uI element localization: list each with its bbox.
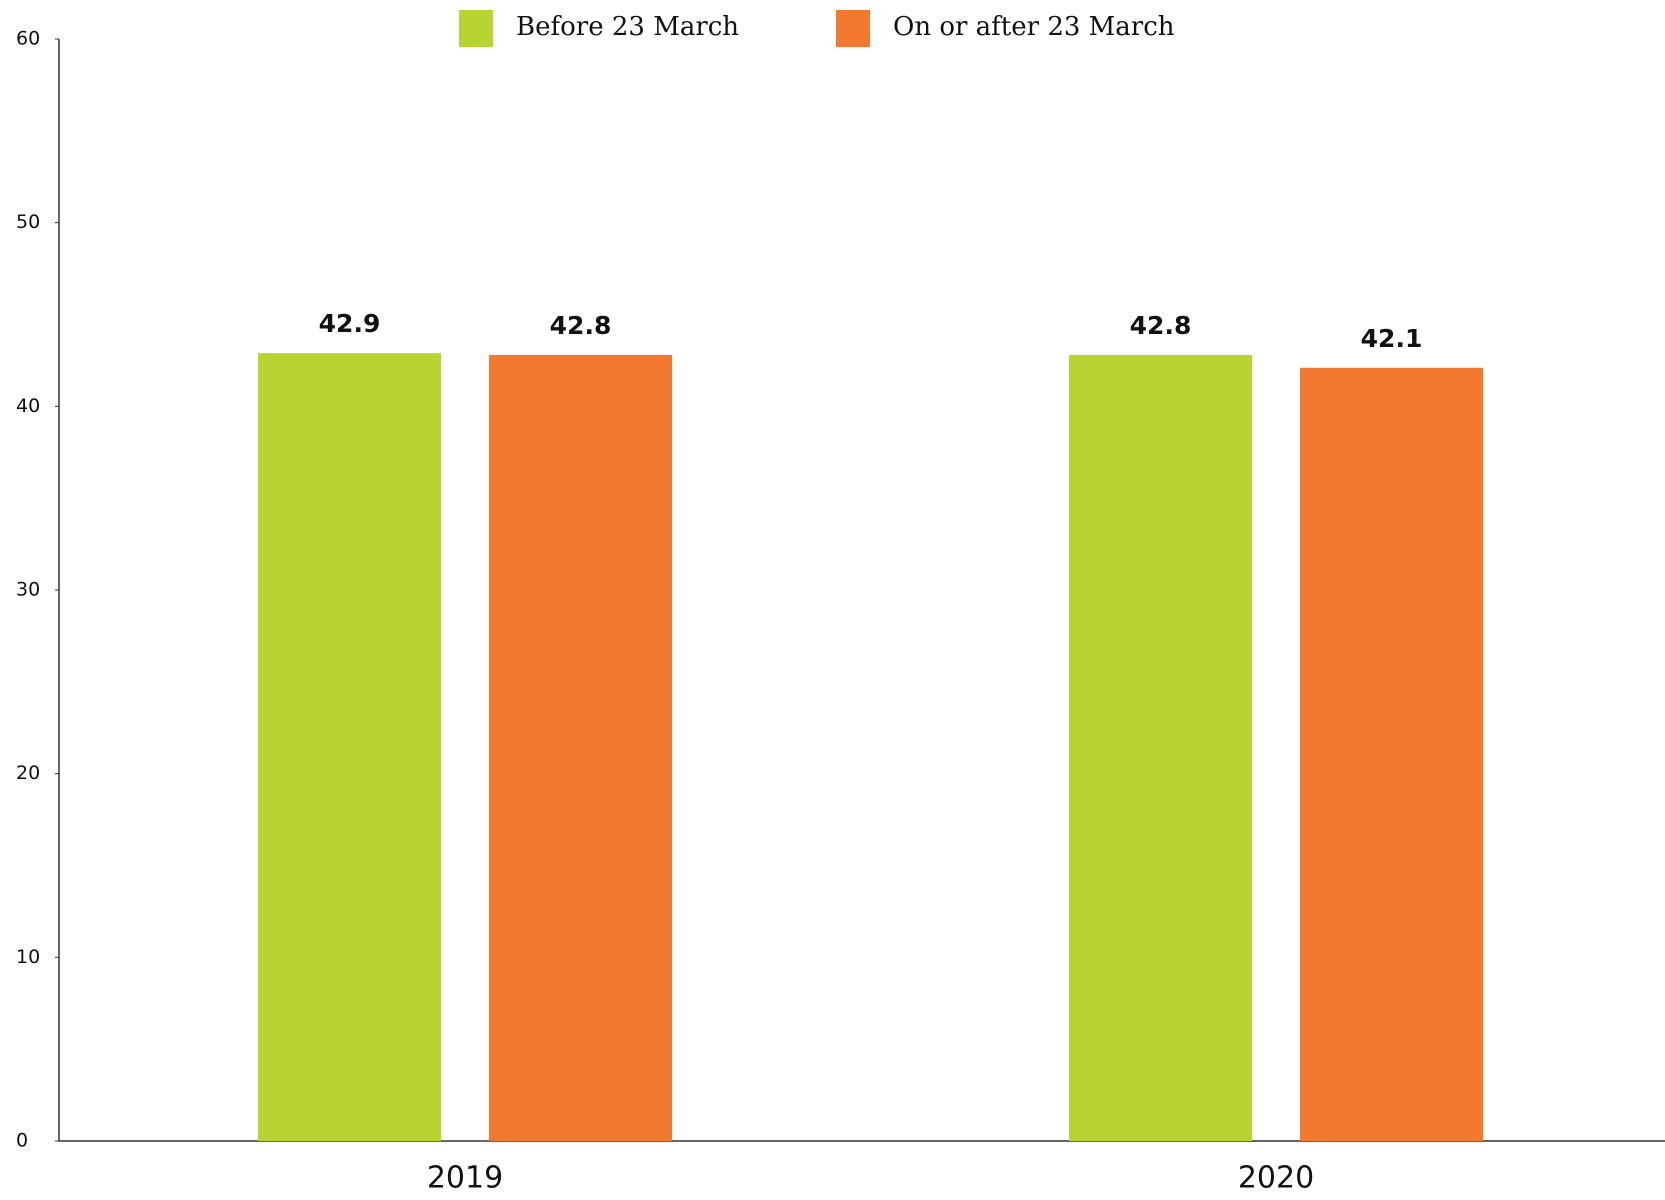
x-tick-label: 2019	[427, 1161, 503, 1196]
y-tick-label: 60	[16, 28, 40, 50]
y-tick-label: 50	[16, 211, 40, 233]
bar	[1069, 354, 1252, 1141]
bar	[1300, 367, 1483, 1142]
y-tick-label: 10	[16, 946, 40, 968]
y-tick-label: 0	[16, 1130, 28, 1152]
data-label: 42.8	[550, 311, 612, 340]
x-tick-label: 2020	[1238, 1161, 1314, 1196]
bar	[258, 353, 441, 1141]
legend-label: Before 23 March	[516, 12, 739, 42]
legend-swatch	[459, 10, 493, 47]
bar	[489, 354, 672, 1141]
y-tick-label: 40	[16, 395, 40, 417]
legend-swatch	[836, 10, 870, 47]
y-tick-label: 30	[16, 579, 40, 601]
data-label: 42.9	[319, 309, 381, 338]
data-label: 42.8	[1130, 311, 1192, 340]
data-label: 42.1	[1361, 324, 1423, 353]
legend-label: On or after 23 March	[893, 12, 1175, 42]
y-tick-label: 20	[16, 762, 40, 784]
